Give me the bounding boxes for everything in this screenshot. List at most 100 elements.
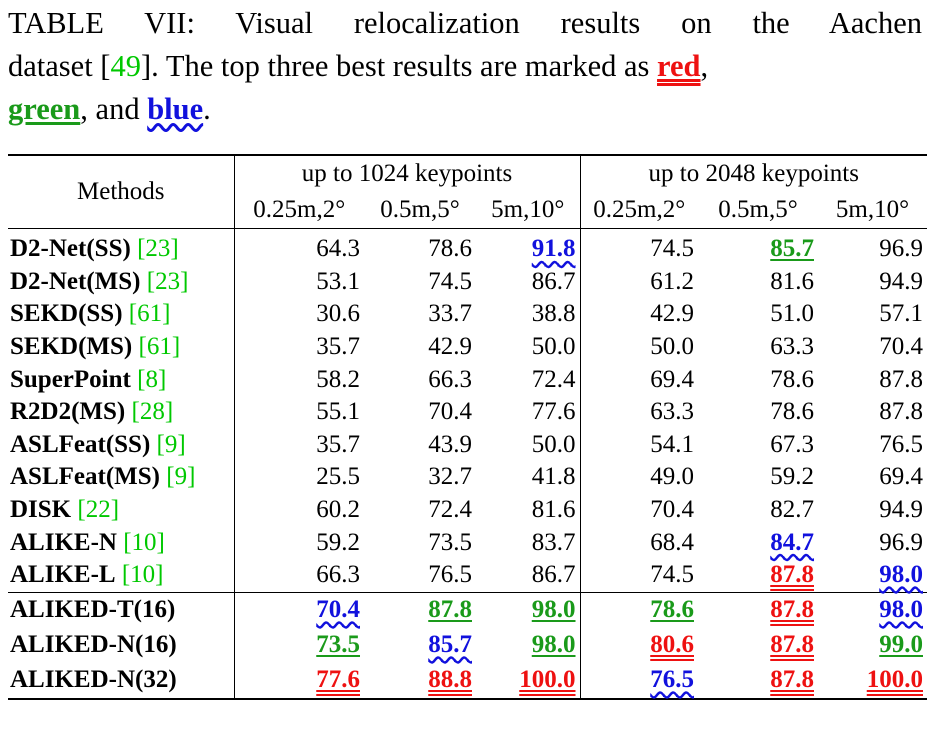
table-row: ALIKED-T(16) 70.4 87.8 98.0 78.6 87.8 98.0	[8, 591, 927, 628]
value: 76.5	[428, 561, 472, 589]
value-cell: 81.6	[476, 493, 581, 527]
value: 94.9	[879, 496, 923, 524]
table-row: SuperPoint [8] 58.2 66.3 72.4 69.4 78.6 87.8	[8, 363, 927, 396]
value: 96.9	[879, 235, 923, 263]
value: 35.7	[316, 430, 360, 458]
value-cell: 38.8	[476, 298, 581, 331]
value-cell: 87.8	[698, 628, 818, 663]
citation-link[interactable]: 10	[131, 528, 157, 556]
value-cell: 77.6	[234, 662, 364, 700]
value-cell: 74.5	[580, 227, 698, 266]
value: 77.6	[531, 398, 576, 426]
value: 55.1	[316, 398, 360, 426]
value: 69.4	[650, 365, 694, 393]
method-name: ASLFeat(SS)	[10, 430, 151, 458]
citation-link[interactable]: 61	[146, 333, 172, 361]
value: 63.3	[770, 333, 814, 361]
method-cell: ALIKE-N [10]	[8, 526, 235, 559]
caption-line-1: TABLE VII: Visual relocalization results…	[8, 6, 922, 40]
citation-link[interactable]: 23	[155, 267, 181, 295]
method-name: ALIKED-N(16)	[10, 631, 177, 659]
legend-blue: blue	[147, 92, 204, 126]
value: 70.4	[650, 496, 694, 524]
citation-link[interactable]: 22	[85, 496, 111, 524]
value: 78.6	[770, 365, 814, 393]
value: 87.8	[879, 398, 923, 426]
table-caption: TABLE VII: Visual relocalization results…	[8, 2, 922, 131]
ranked-value: 85.7	[770, 235, 814, 263]
citation-link[interactable]: 61	[137, 300, 163, 328]
method-name: D2-Net(SS)	[10, 235, 131, 263]
ranked-value: 76.5	[650, 666, 694, 694]
value-cell: 59.2	[698, 461, 818, 494]
method-cell: ASLFeat(SS) [9]	[8, 428, 235, 462]
ranked-value: 88.8	[428, 666, 472, 694]
value: 76.5	[879, 430, 923, 458]
citation-link[interactable]: 28	[139, 398, 165, 426]
citation-link[interactable]: 8	[145, 365, 158, 393]
value: 83.7	[531, 528, 576, 556]
value-cell: 53.1	[234, 266, 364, 299]
value-cell: 55.1	[234, 396, 364, 429]
ranked-value: 100.0	[519, 666, 576, 694]
value-cell: 78.6	[698, 396, 818, 429]
value: 33.7	[428, 300, 472, 328]
method-cell: SEKD(MS) [61]	[8, 330, 235, 364]
value-cell: 30.6	[234, 298, 364, 331]
value-cell: 87.8	[818, 363, 927, 396]
ranked-value: 87.8	[428, 596, 472, 624]
table-row: D2-Net(MS) [23] 53.1 74.5 86.7 61.2 81.6 94.9	[8, 265, 927, 299]
value-cell: 87.8	[818, 396, 927, 429]
value-cell: 68.4	[580, 526, 698, 559]
value-cell: 96.9	[818, 526, 927, 559]
value-cell: 74.5	[580, 559, 698, 592]
value-cell: 86.7	[476, 558, 581, 593]
method-cell: DISK [22]	[8, 493, 235, 527]
method-name: ALIKE-L	[10, 561, 116, 589]
value-cell: 85.7	[364, 628, 476, 663]
value-cell: 33.7	[364, 298, 476, 331]
citation-link[interactable]: 23	[145, 235, 171, 263]
value-cell: 64.3	[234, 227, 364, 266]
method-cell: SEKD(SS) [61]	[8, 298, 235, 331]
value: 74.5	[650, 235, 694, 263]
value-cell: 86.7	[476, 265, 581, 299]
value-cell: 88.8	[364, 662, 476, 700]
method-name: R2D2(MS)	[10, 398, 126, 426]
ranked-value: 77.6	[316, 666, 360, 694]
value-cell: 70.4	[818, 331, 927, 364]
citation-link[interactable]: 9	[174, 463, 188, 491]
value: 67.3	[770, 430, 814, 458]
value-cell: 84.7	[698, 526, 818, 559]
value-cell: 42.9	[580, 298, 698, 331]
value-cell: 76.5	[580, 662, 698, 700]
value: 59.2	[316, 528, 360, 556]
method-cell: ALIKED-N(32)	[8, 662, 235, 700]
value: 86.7	[531, 267, 576, 295]
citation-link[interactable]: 49	[110, 49, 141, 83]
value: 30.6	[316, 300, 360, 328]
value-cell: 72.4	[476, 363, 581, 396]
value: 66.3	[428, 365, 472, 393]
value: 70.4	[879, 333, 923, 361]
ranked-value: 73.5	[316, 631, 360, 659]
value-cell: 98.0	[476, 591, 581, 628]
value-cell: 50.0	[476, 330, 581, 364]
citation-link[interactable]: 10	[130, 561, 156, 589]
value-cell: 66.3	[364, 363, 476, 396]
value-cell: 85.7	[698, 227, 818, 266]
value-cell: 73.5	[234, 628, 364, 663]
method-cell: D2-Net(SS) [23]	[8, 227, 235, 266]
value-cell: 67.3	[698, 429, 818, 462]
method-name: ALIKE-N	[10, 528, 117, 556]
value-cell: 72.4	[364, 494, 476, 527]
ranked-value: 87.8	[770, 666, 814, 694]
value-cell: 41.8	[476, 461, 581, 494]
value: 32.7	[428, 463, 472, 491]
value: 57.1	[879, 300, 923, 328]
citation-link[interactable]: 9	[164, 430, 178, 458]
method-cell: R2D2(MS) [28]	[8, 395, 235, 429]
method-name: ALIKED-T(16)	[10, 596, 176, 624]
method-name: D2-Net(MS)	[10, 267, 141, 295]
value-cell: 76.5	[364, 559, 476, 592]
